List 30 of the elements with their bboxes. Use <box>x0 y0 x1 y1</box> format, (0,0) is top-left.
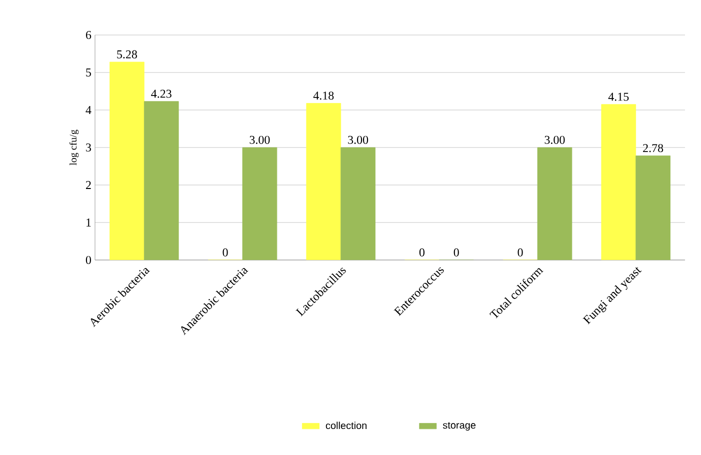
data-label: 4.15 <box>608 92 629 101</box>
data-label: 3.00 <box>348 136 368 144</box>
bar <box>340 147 376 260</box>
bar <box>636 156 670 260</box>
bar <box>537 147 572 260</box>
data-label: 0 <box>518 248 523 256</box>
y-tick-label: 4 <box>86 106 92 114</box>
y-tick-label: 5 <box>86 68 92 76</box>
data-label: 4.18 <box>313 92 334 100</box>
bar <box>601 104 636 260</box>
bar <box>144 101 179 260</box>
y-tick-label: 3 <box>86 143 92 152</box>
y-tick-label: 2 <box>86 181 91 189</box>
y-tick-label: 6 <box>86 30 92 40</box>
data-label: 3.00 <box>544 136 565 144</box>
data-label: 0 <box>419 248 424 256</box>
legend-label: collection <box>326 422 367 430</box>
y-axis-title: log cfu/g <box>69 130 79 166</box>
y-tick-label: 0 <box>86 256 92 264</box>
y-tick-label: 1 <box>86 218 91 226</box>
data-label: 0 <box>454 248 459 256</box>
data-label: 3.00 <box>250 136 270 144</box>
data-label: 0 <box>222 248 228 256</box>
bar <box>110 62 144 260</box>
legend-label: storage <box>442 422 476 431</box>
data-label: 2.78 <box>643 144 664 152</box>
bar <box>242 147 278 260</box>
data-label: 5.28 <box>117 50 137 58</box>
bar <box>306 103 342 260</box>
data-label: 4.23 <box>151 90 172 98</box>
